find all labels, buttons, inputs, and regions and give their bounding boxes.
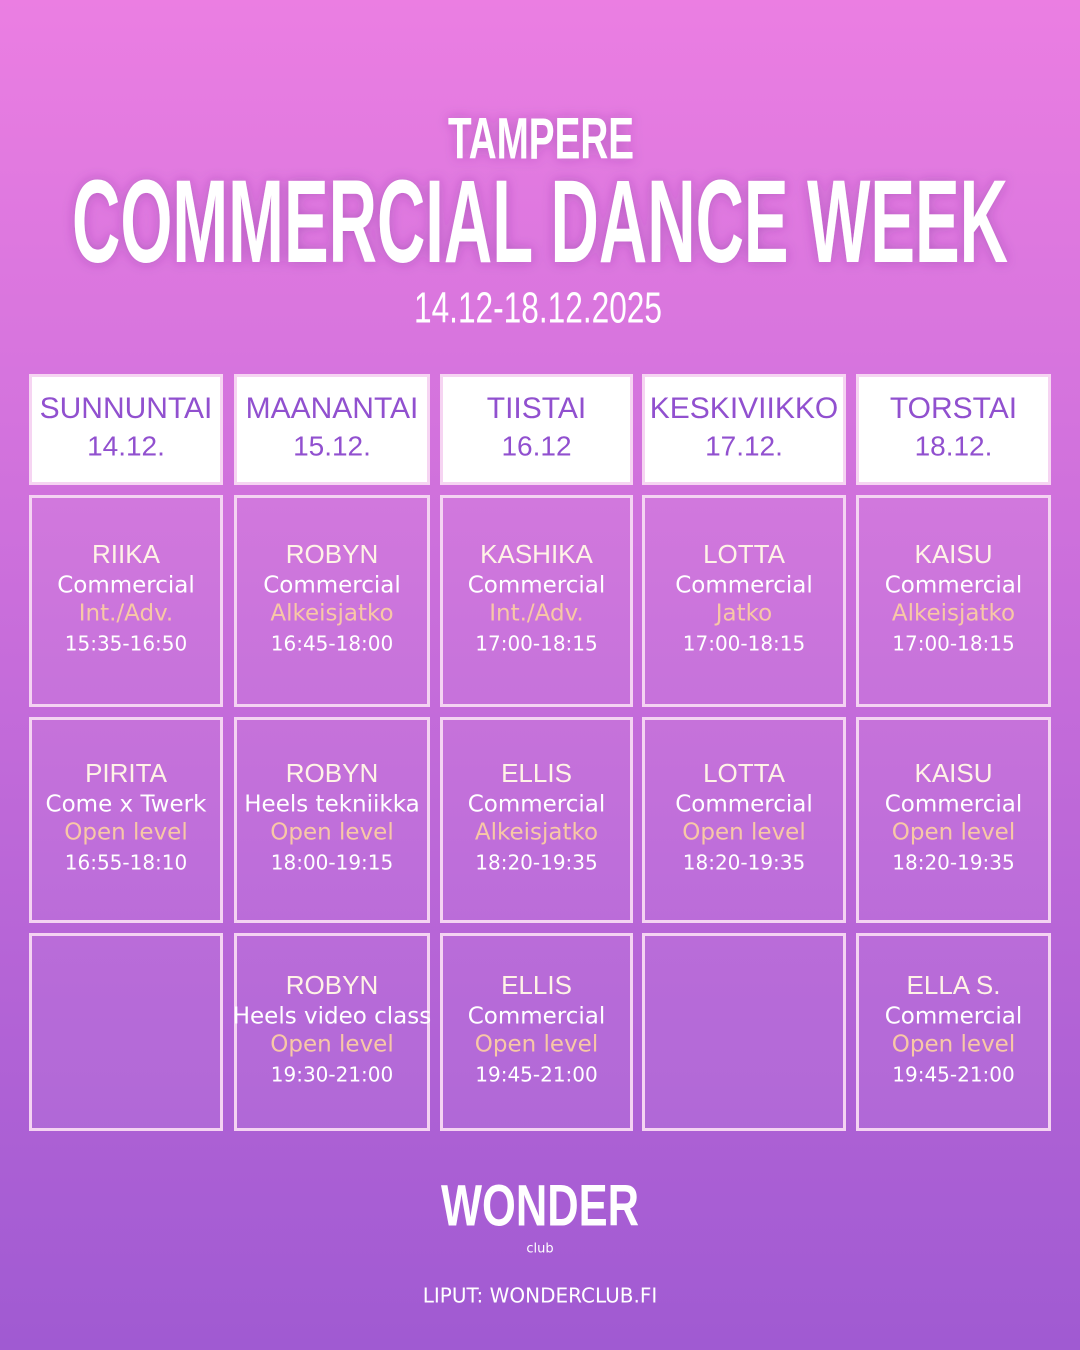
day-name: MAANANTAI	[246, 392, 419, 425]
day-header	[29, 374, 223, 485]
class-cell	[234, 717, 430, 923]
teacher: KAISU	[914, 539, 992, 569]
class-cell	[856, 717, 1051, 923]
class-cell	[856, 933, 1051, 1131]
class-cell	[29, 933, 223, 1131]
day-date: 17.12.	[705, 430, 783, 461]
teacher: KAISU	[914, 758, 992, 788]
time: 16:55-18:10	[65, 851, 188, 875]
time: 19:45-21:00	[475, 1063, 598, 1087]
style: Heels video class	[233, 1004, 432, 1030]
time: 18:00-19:15	[271, 851, 394, 875]
level: Alkeisjatko	[475, 820, 598, 846]
teacher: KASHIKA	[480, 539, 593, 569]
teacher: PIRITA	[85, 758, 168, 788]
style: Commercial	[675, 792, 813, 818]
class-cell	[234, 933, 430, 1131]
time: 18:20-19:35	[475, 851, 598, 875]
style: Commercial	[263, 573, 401, 599]
day-date: 14.12.	[87, 430, 165, 461]
level: Open level	[892, 1032, 1015, 1058]
day-name: TIISTAI	[487, 392, 586, 425]
style: Commercial	[885, 1004, 1023, 1030]
day-date: 18.12.	[915, 430, 993, 461]
style: Commercial	[468, 573, 606, 599]
teacher: RIIKA	[92, 539, 161, 569]
teacher: LOTTA	[703, 758, 786, 788]
time: 19:30-21:00	[271, 1063, 394, 1087]
style: Commercial	[468, 792, 606, 818]
day-name: KESKIVIIKKO	[650, 392, 838, 425]
logo: WONDER	[441, 1173, 639, 1238]
level: Int./Adv.	[489, 601, 584, 627]
time: 18:20-19:35	[892, 851, 1015, 875]
class-cell	[440, 933, 633, 1131]
class-cell	[440, 495, 633, 707]
time: 18:20-19:35	[683, 851, 806, 875]
dates: 14.12-18.12.2025	[414, 284, 662, 333]
style: Commercial	[57, 573, 195, 599]
class-cell	[856, 495, 1051, 707]
day-name: SUNNUNTAI	[40, 392, 213, 425]
class-cell	[29, 495, 223, 707]
class-cell	[29, 717, 223, 923]
day-date: 15.12.	[293, 430, 371, 461]
day-date: 16.12	[501, 430, 571, 461]
level: Int./Adv.	[79, 601, 174, 627]
level: Open level	[475, 1032, 598, 1058]
level: Open level	[892, 820, 1015, 846]
teacher: ELLA S.	[907, 970, 1001, 1000]
day-header	[856, 374, 1051, 485]
logo-sub: club	[526, 1242, 553, 1257]
style: Heels tekniikka	[244, 792, 419, 818]
style: Commercial	[885, 573, 1023, 599]
teacher: ROBYN	[286, 539, 378, 569]
day-name: TORSTAI	[890, 392, 1017, 425]
class-cell	[234, 495, 430, 707]
time: 17:00-18:15	[892, 632, 1015, 656]
level: Open level	[270, 820, 393, 846]
level: Jatko	[714, 601, 772, 627]
teacher: ELLIS	[501, 970, 572, 1000]
class-cell	[642, 717, 846, 923]
teacher: ROBYN	[286, 758, 378, 788]
level: Alkeisjatko	[270, 601, 393, 627]
style: Come x Twerk	[46, 792, 208, 818]
day-header	[440, 374, 633, 485]
title: COMMERCIAL DANCE WEEK	[72, 156, 1008, 288]
time: 15:35-16:50	[65, 632, 188, 656]
style: Commercial	[675, 573, 813, 599]
level: Alkeisjatko	[892, 601, 1015, 627]
level: Open level	[682, 820, 805, 846]
day-header	[234, 374, 430, 485]
level: Open level	[270, 1032, 393, 1058]
level: Open level	[64, 820, 187, 846]
time: 19:45-21:00	[892, 1063, 1015, 1087]
location: TAMPERE	[448, 106, 634, 171]
style: Commercial	[885, 792, 1023, 818]
time: 17:00-18:15	[683, 632, 806, 656]
teacher: LOTTA	[703, 539, 786, 569]
class-cell	[642, 933, 846, 1131]
ticket-link[interactable]: LIPUT: WONDERCLUB.FI	[423, 1284, 658, 1308]
day-header	[642, 374, 846, 485]
teacher: ROBYN	[286, 970, 378, 1000]
class-cell	[440, 717, 633, 923]
teacher: ELLIS	[501, 758, 572, 788]
style: Commercial	[468, 1004, 606, 1030]
time: 17:00-18:15	[475, 632, 598, 656]
time: 16:45-18:00	[271, 632, 394, 656]
class-cell	[642, 495, 846, 707]
